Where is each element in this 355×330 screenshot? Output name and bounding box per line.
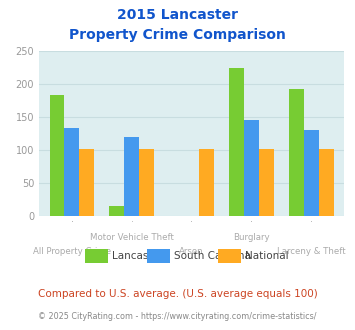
Text: © 2025 CityRating.com - https://www.cityrating.com/crime-statistics/: © 2025 CityRating.com - https://www.city…	[38, 312, 317, 321]
Bar	[259, 149, 274, 216]
Text: Arson: Arson	[179, 247, 204, 256]
Text: Motor Vehicle Theft: Motor Vehicle Theft	[90, 233, 174, 242]
Text: Compared to U.S. average. (U.S. average equals 100): Compared to U.S. average. (U.S. average …	[38, 289, 317, 299]
Bar	[109, 206, 124, 216]
Bar	[244, 120, 259, 216]
Text: Larceny & Theft: Larceny & Theft	[277, 247, 346, 256]
Text: Lancaster: Lancaster	[112, 251, 163, 261]
Bar	[80, 149, 94, 216]
Text: Property Crime Comparison: Property Crime Comparison	[69, 28, 286, 42]
Text: All Property Crime: All Property Crime	[33, 247, 111, 256]
Bar	[289, 89, 304, 216]
Bar	[319, 149, 334, 216]
Bar	[124, 137, 139, 216]
Text: South Carolina: South Carolina	[174, 251, 251, 261]
Text: Burglary: Burglary	[233, 233, 270, 242]
Text: 2015 Lancaster: 2015 Lancaster	[117, 8, 238, 22]
Bar	[139, 149, 154, 216]
Bar	[50, 95, 65, 216]
Bar	[304, 130, 319, 216]
Bar	[199, 149, 214, 216]
Bar	[65, 128, 80, 216]
Bar	[229, 68, 244, 216]
Text: National: National	[245, 251, 289, 261]
